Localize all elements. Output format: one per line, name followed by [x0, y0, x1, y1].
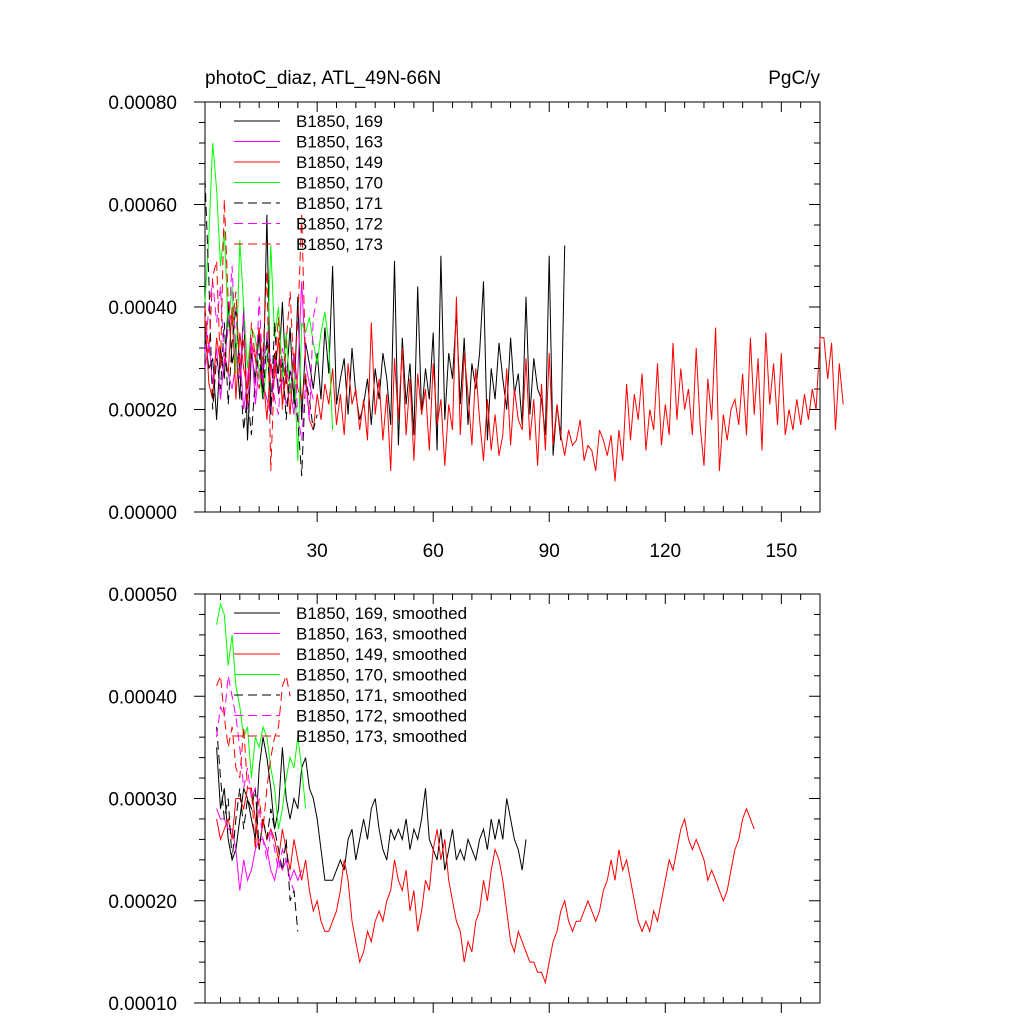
x-tick-label: 90 [539, 541, 560, 562]
y-tick-label: 0.00050 [108, 585, 177, 606]
y-tick-label: 0.00020 [108, 401, 177, 422]
legend-label: B1850, 170 [296, 174, 383, 193]
series-line-5 [204, 178, 318, 477]
y-tick-label: 0.00040 [108, 298, 177, 319]
legend-label: B1850, 169 [296, 112, 383, 131]
series-line-4 [204, 142, 334, 461]
x-tick-label: 150 [765, 541, 797, 562]
chart-title: photoC_diaz, ATL_49N-66N [205, 68, 441, 89]
legend-label: B1850, 173, smoothed [296, 727, 467, 746]
x-tick-label: 60 [423, 541, 444, 562]
legend-label: B1850, 149 [296, 153, 383, 172]
series-line-4 [216, 602, 307, 830]
panel-bottom: 0.00010 0.00020 0.00030 0.00040 0.00050 B1850… [108, 585, 821, 1015]
y-tick-label: 0.00080 [108, 93, 177, 114]
legend-label: B1850, 171 [296, 194, 383, 213]
x-tick-label: 30 [307, 541, 328, 562]
series-line-7 [204, 199, 307, 472]
series-line-1 [216, 737, 527, 881]
series-line-6 [204, 265, 318, 441]
legend-label: B1850, 163, smoothed [296, 625, 467, 644]
x-tick-label: 120 [649, 541, 681, 562]
series-line-2 [216, 808, 303, 891]
legend-label: B1850, 171, smoothed [296, 686, 467, 705]
y-tick-label: 0.00040 [108, 687, 177, 708]
series-line-6 [216, 675, 295, 891]
series-line-3 [216, 787, 755, 985]
legend-label: B1850, 170, smoothed [296, 666, 467, 685]
legend-label: B1850, 149, smoothed [296, 645, 467, 664]
legend-label: B1850, 163 [296, 133, 383, 152]
y-tick-label: 0.00020 [108, 892, 177, 913]
legend-label: B1850, 169, smoothed [296, 604, 467, 623]
legend-label: B1850, 173 [296, 235, 383, 254]
y-tick-label: 0.00010 [108, 994, 177, 1015]
series-line-3 [204, 296, 844, 482]
legend-label: B1850, 172, smoothed [296, 707, 467, 726]
chart-units: PgC/y [768, 68, 820, 89]
y-tick-label: 0.00060 [108, 196, 177, 217]
series-line-7 [216, 673, 291, 850]
y-tick-label: 0.00000 [108, 503, 177, 524]
y-tick-label: 0.00030 [108, 790, 177, 811]
legend-label: B1850, 172 [296, 215, 383, 234]
panel-top: 30 60 90 120 150 0.00000 0.00020 0.00040 0.00060… [108, 68, 844, 562]
